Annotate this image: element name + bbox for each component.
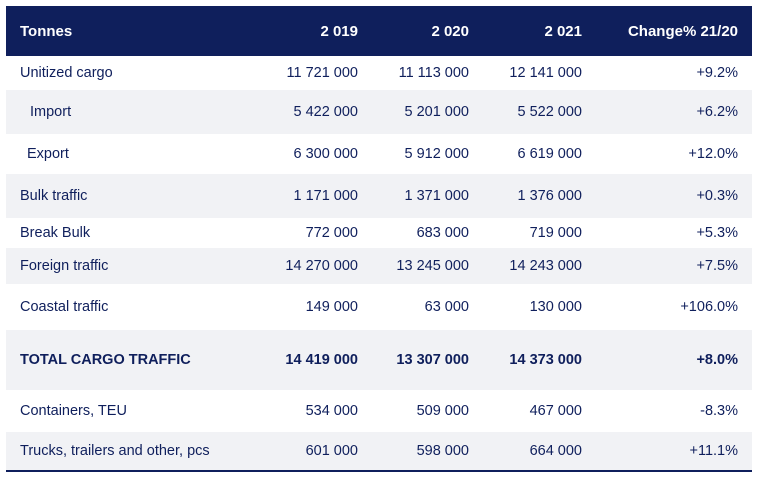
header-2021: 2 021 (544, 22, 582, 40)
value-2021: 5 522 000 (517, 104, 582, 120)
value-2019: 11 721 000 (286, 65, 359, 81)
header-2019: 2 019 (320, 22, 358, 40)
value-2019: 601 000 (305, 443, 358, 459)
value-change: +0.3% (696, 188, 738, 204)
value-2019: 14 270 000 (285, 258, 358, 274)
header-2020: 2 020 (431, 22, 469, 40)
value-2020: 5 912 000 (404, 146, 469, 162)
total-row: TOTAL CARGO TRAFFIC 14 419 000 13 307 00… (6, 330, 752, 390)
value-2020: 13 245 000 (396, 258, 469, 274)
row-label: Unitized cargo (20, 65, 113, 81)
value-change: +12.0% (688, 146, 738, 162)
row-label: Trucks, trailers and other, pcs (20, 443, 210, 459)
value-2019: 1 171 000 (293, 188, 358, 204)
value-2020: 509 000 (416, 403, 469, 419)
table-row: Bulk traffic 1 171 000 1 371 000 1 376 0… (6, 174, 752, 218)
value-change: -8.3% (700, 403, 738, 419)
table-row: Unitized cargo 11 721 000 11 113 000 12 … (6, 56, 752, 90)
table-row: Export 6 300 000 5 912 000 6 619 000 +12… (6, 134, 752, 174)
row-label: Break Bulk (20, 225, 91, 241)
table-row: Coastal traffic 149 000 63 000 130 000 +… (6, 284, 752, 330)
value-2021: 12 141 000 (509, 65, 582, 81)
value-2021: 1 376 000 (517, 188, 582, 204)
value-change: +6.2% (696, 104, 738, 120)
value-2019: 14 419 000 (285, 352, 358, 368)
value-2019: 6 300 000 (293, 146, 358, 162)
table-row: Break Bulk 772 000 683 000 719 000 +5.3% (6, 218, 752, 248)
table-row: Containers, TEU 534 000 509 000 467 000 … (6, 390, 752, 432)
value-2020: 11 113 000 (398, 65, 469, 81)
table-header: Tonnes 2 019 2 020 2 021 Change% 21/20 (6, 6, 752, 56)
value-change: +5.3% (696, 225, 738, 241)
value-2020: 683 000 (416, 225, 469, 241)
cargo-traffic-table: Tonnes 2 019 2 020 2 021 Change% 21/20 U… (6, 6, 752, 472)
value-2021: 467 000 (529, 403, 582, 419)
value-2021: 130 000 (529, 299, 582, 315)
value-2021: 14 243 000 (509, 258, 582, 274)
value-change: +8.0% (696, 352, 738, 368)
row-label: Bulk traffic (20, 188, 88, 204)
value-change: +9.2% (696, 65, 738, 81)
row-label: TOTAL CARGO TRAFFIC (20, 352, 191, 368)
value-2020: 13 307 000 (396, 352, 469, 368)
value-2020: 5 201 000 (404, 104, 469, 120)
value-2021: 664 000 (529, 443, 582, 459)
row-label: Containers, TEU (20, 403, 127, 419)
row-label: Export (27, 146, 69, 162)
row-label: Import (30, 104, 72, 120)
value-change: +106.0% (680, 299, 738, 315)
value-2019: 5 422 000 (293, 104, 358, 120)
row-label: Foreign traffic (20, 258, 109, 274)
value-2021: 6 619 000 (517, 146, 582, 162)
header-change: Change% 21/20 (627, 22, 738, 40)
table-row: Foreign traffic 14 270 000 13 245 000 14… (6, 248, 752, 284)
value-2021: 14 373 000 (509, 352, 582, 368)
row-label: Coastal traffic (20, 299, 109, 315)
value-2019: 149 000 (305, 299, 358, 315)
value-2020: 1 371 000 (404, 188, 469, 204)
value-2021: 719 000 (529, 225, 582, 241)
table-bottom-divider (6, 470, 752, 472)
table-row: Trucks, trailers and other, pcs 601 000 … (6, 432, 752, 470)
value-change: +11.1% (689, 443, 738, 459)
header-tonnes: Tonnes (20, 22, 73, 40)
value-2019: 772 000 (305, 225, 358, 241)
value-change: +7.5% (696, 258, 738, 274)
value-2020: 598 000 (416, 443, 469, 459)
table-row: Import 5 422 000 5 201 000 5 522 000 +6.… (6, 90, 752, 134)
value-2020: 63 000 (424, 299, 469, 315)
value-2019: 534 000 (305, 403, 358, 419)
